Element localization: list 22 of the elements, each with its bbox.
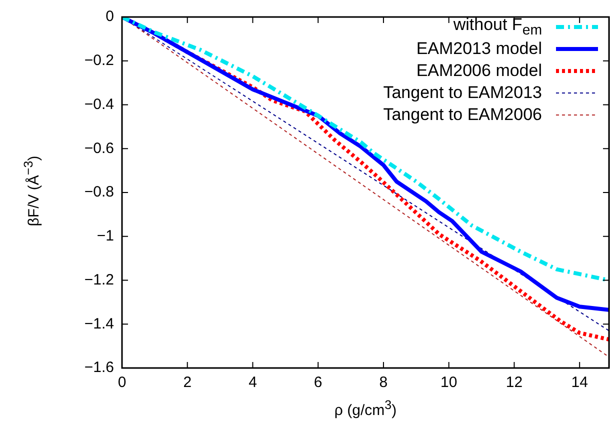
legend-label: EAM2006 model — [416, 61, 542, 81]
y-tick-label: −0.4 — [84, 96, 114, 113]
x-tick-label: 12 — [506, 374, 523, 392]
x-tick-label: 6 — [314, 374, 322, 392]
y-tick-label: −0.6 — [84, 140, 114, 157]
legend-label: EAM2013 model — [416, 39, 542, 59]
y-tick-label: −0.8 — [84, 184, 114, 201]
x-tick-label: 2 — [183, 374, 192, 392]
y-tick-label: −1.6 — [84, 359, 114, 376]
x-axis-title: ρ (g/cm$^{3}$) — [334, 398, 397, 419]
x-tick-label: 10 — [440, 374, 458, 392]
y-tick-label: −1.4 — [84, 315, 114, 332]
y-tick-label: 0 — [106, 8, 114, 26]
y-tick-label: −1.2 — [84, 271, 114, 288]
x-tick-label: 0 — [118, 374, 126, 392]
x-tick-label: 8 — [379, 374, 388, 392]
y-tick-label: −0.2 — [84, 52, 114, 70]
x-tick-label: 4 — [248, 374, 257, 392]
legend-label: Tangent to EAM2006 — [383, 105, 542, 125]
legend-label: Tangent to EAM2013 — [383, 83, 542, 103]
x-tick-label: 14 — [571, 374, 588, 392]
y-tick-label: −1 — [96, 228, 114, 245]
